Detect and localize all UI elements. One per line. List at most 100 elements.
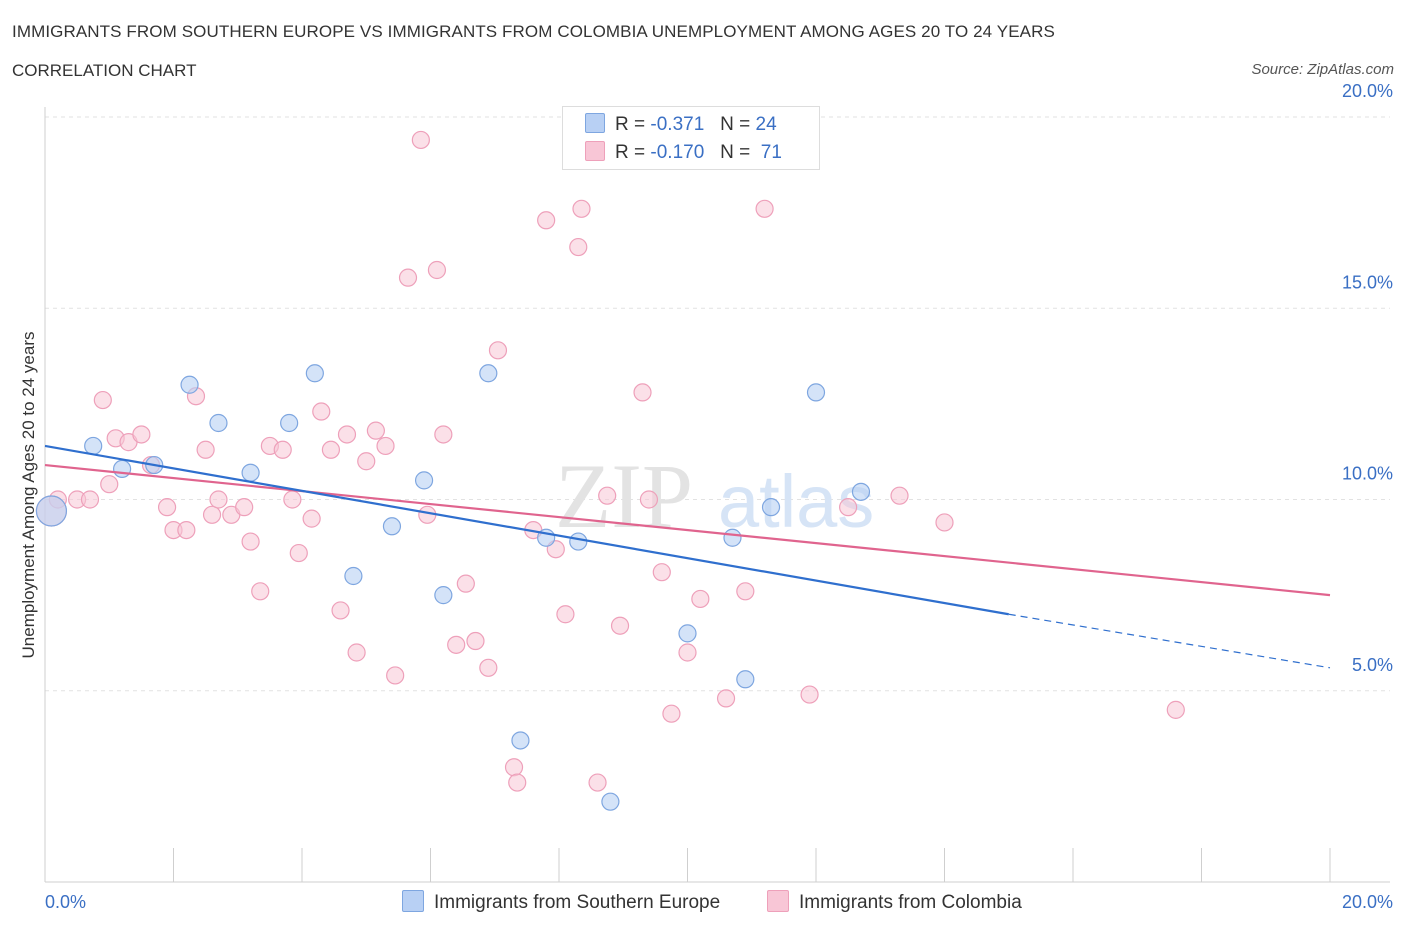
grid-lines [45,116,1390,692]
colombia-point [132,425,151,444]
colombia-point [935,513,954,532]
legend-n-value: 71 [760,142,782,163]
southern-europe-point [569,532,588,551]
southern-europe-point [479,364,498,383]
colombia-point [662,704,681,723]
legend-row-southern-europe: R = -0.371 N = 24 [585,113,777,137]
colombia-point [202,505,222,524]
colombia-point [736,582,755,601]
southern-europe-trend-extension [1008,613,1331,669]
colombia-point [337,425,357,444]
bottom-legend-colombia: Immigrants from Colombia [767,890,1022,914]
tick-labels: 5.0% 10.0% 15.0% 20.0% 0.0% 20.0% [45,81,1393,912]
colombia-point [466,631,485,651]
colombia-point [312,402,331,421]
colombia-point [241,532,260,551]
colombia-point [456,574,475,593]
southern-europe-point [280,413,299,433]
y-tick-label: 20.0% [1342,81,1393,101]
colombia-point [716,689,736,708]
legend-n-value: 24 [755,114,777,135]
colombia-point [652,563,671,582]
colombia-point [572,199,591,218]
colombia-points [35,130,1185,792]
southern-europe-point [84,436,103,456]
colombia-point [610,616,630,635]
colombia-point [691,589,710,609]
colombia-point [598,486,617,505]
colombia-point [839,498,858,517]
colombia-point [427,260,447,280]
southern-europe-point [761,498,781,517]
legend-r-label: R = [615,114,646,135]
southern-europe-point [678,624,697,643]
y-tick-label: 15.0% [1342,272,1393,292]
southern-europe-point [511,731,530,750]
colombia-point [366,421,385,440]
colombia-point [283,490,302,509]
southern-europe-point [723,528,742,547]
colombia-point [588,773,607,792]
colombia-point [321,440,341,459]
bottom-legend-label: Immigrants from Southern Europe [434,892,721,913]
source-label: Source: ZipAtlas.com [1251,61,1394,78]
southern-europe-point [35,495,68,527]
colombia-point [386,666,405,685]
southern-europe-point [414,471,434,490]
southern-europe-trend-line [44,444,1009,616]
chart-subtitle: CORRELATION CHART [12,61,197,80]
colombia-point [376,436,395,456]
watermark: ZIP atlas [555,445,874,547]
colombia-point [479,658,498,677]
southern-europe-point [112,459,132,478]
colombia-point [639,490,659,509]
legend-r-label: R = [615,142,646,163]
colombia-point [434,425,453,444]
southern-europe-point [241,463,260,482]
y-tick-label: 5.0% [1352,655,1393,675]
colombia-point [302,509,321,528]
bottom-legend-swatch-pink [767,890,789,912]
colombia-point [755,199,774,218]
y-tick-label: 10.0% [1342,464,1393,484]
colombia-point [508,773,527,792]
legend-row-colombia: R = -0.170 N = 71 [585,141,782,165]
axes [44,107,1390,883]
colombia-point [633,383,652,402]
southern-europe-point [180,375,199,394]
southern-europe-point [736,670,755,689]
colombia-point [196,440,215,459]
southern-europe-point [305,364,324,383]
southern-europe-point [851,482,871,501]
colombia-point [209,490,228,509]
colombia-point [398,268,418,287]
correlation-legend: R = -0.371 N = 24 R = -0.170 N = 71 [562,106,820,170]
colombia-point [251,582,270,601]
southern-europe-point [434,586,453,605]
southern-europe-point [601,792,620,811]
colombia-point [569,237,588,257]
colombia-point [347,643,366,662]
colombia-point [235,498,254,517]
colombia-point [177,520,196,540]
trend-lines [44,444,1331,669]
colombia-point [80,490,100,509]
legend-swatch-blue [585,113,605,133]
colombia-point [447,635,466,654]
colombia-point [93,390,112,410]
colombia-point [890,486,909,505]
colombia-point [1166,700,1185,719]
southern-europe-point [344,566,363,586]
y-axis-title: Unemployment Among Ages 20 to 24 years [19,332,38,659]
colombia-point [800,685,819,704]
colombia-point [537,211,556,230]
legend-n-label: N = [720,142,751,163]
southern-europe-point [209,413,228,433]
watermark-zip: ZIP [555,445,693,547]
southern-europe-point [806,383,826,402]
x-tick-label: 0.0% [45,892,86,912]
legend-swatch-pink [585,141,605,161]
x-tick-label: 20.0% [1342,892,1393,912]
colombia-point [100,475,119,494]
